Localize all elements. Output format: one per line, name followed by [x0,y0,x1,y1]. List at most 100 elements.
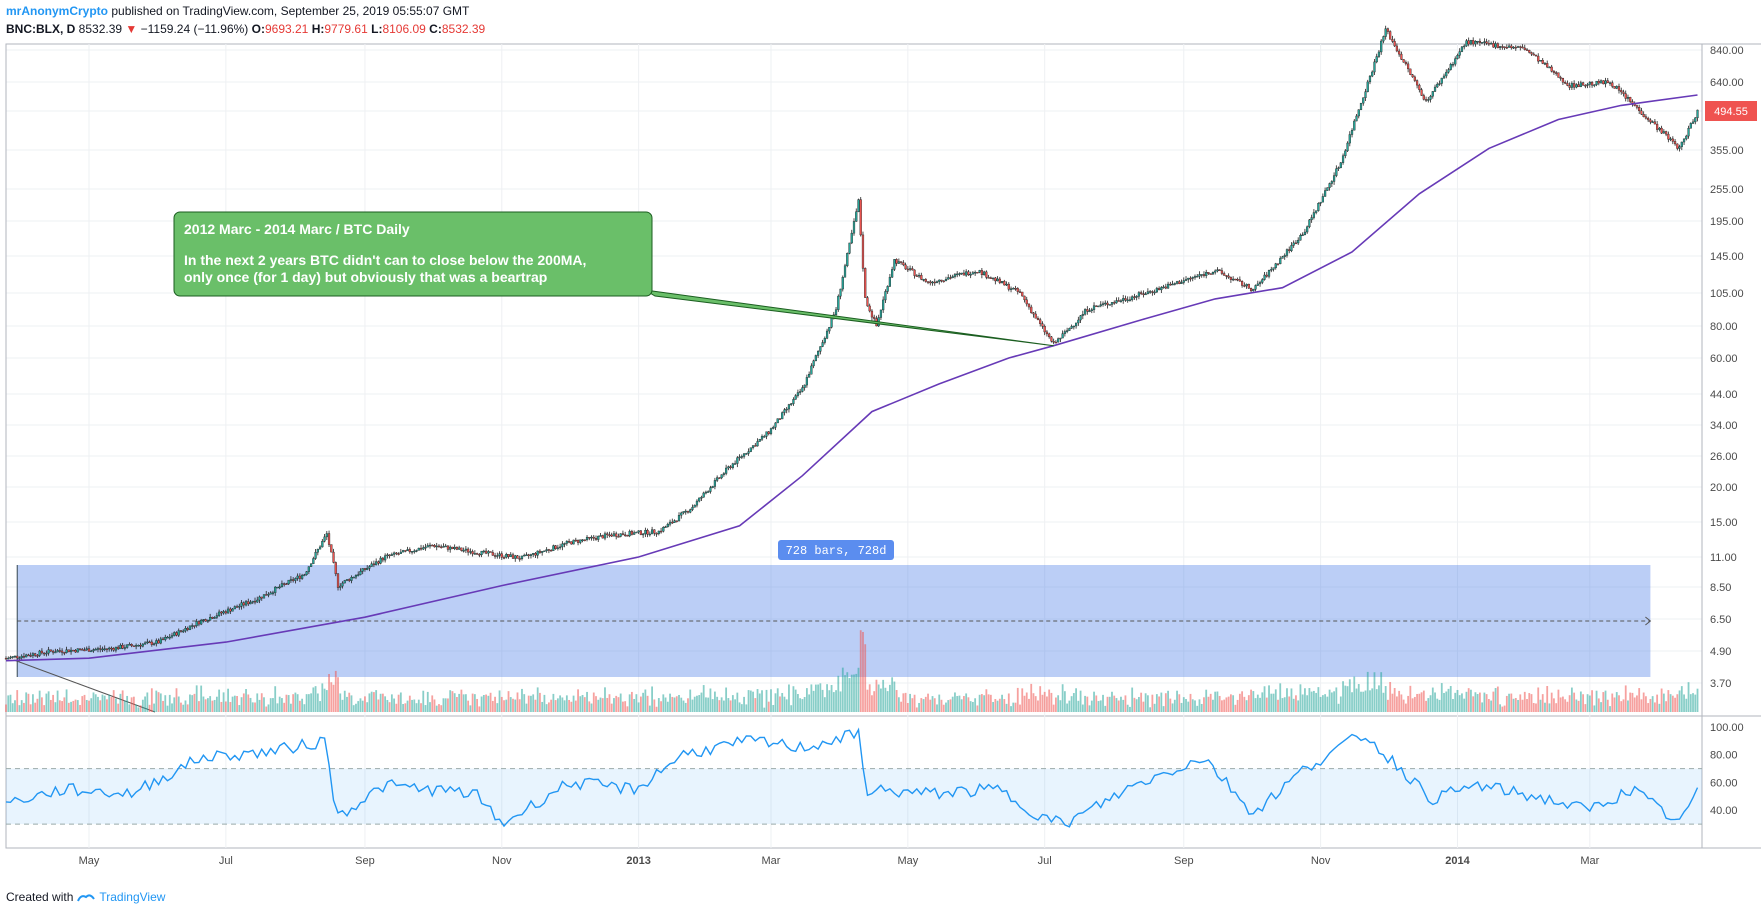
candle-body [608,534,611,537]
volume-bar [1319,696,1322,712]
volume-bar [1304,688,1306,712]
candle-body [175,632,178,636]
candle-body [27,654,30,657]
candle-body [1469,40,1473,45]
volume-bar [619,693,622,712]
volume-bar [1449,686,1452,712]
candle-body [597,535,600,540]
candle-body [211,616,214,619]
candle-body [1106,302,1109,305]
candle-body [1570,83,1573,88]
candle-body [449,546,452,550]
candle-body [624,534,627,536]
candle-body [1611,82,1614,87]
candle-body [1510,45,1513,49]
volume-bar [274,686,277,712]
volume-bar [747,690,750,712]
candle-body [119,644,122,650]
volume-bar [115,698,117,712]
candle-body [1644,116,1648,119]
volume-bar [384,696,387,712]
volume-bar [263,697,265,712]
volume-bar [974,698,977,712]
low-value: 8106.09 [382,22,426,36]
volume-bar [1360,691,1362,712]
volume-bar [1669,694,1672,712]
candle-body [1433,86,1437,92]
author-link[interactable]: mrAnonymCrypto [6,4,109,18]
candle-body [1557,72,1560,78]
volume-bar [411,699,413,712]
volume-bar [1429,695,1432,712]
volume-bar [1395,696,1398,712]
candle-body [958,273,961,275]
volume-bar [830,685,833,712]
volume-bar [1317,687,1320,712]
candle-body [1555,72,1558,74]
symbol-label[interactable]: BNC:BLX, D [6,22,76,36]
volume-bar [379,693,382,712]
volume-bar [444,698,447,712]
volume-bar [1528,693,1531,712]
candle-body [790,403,793,405]
candle-body [202,619,205,621]
candle-body [431,544,434,547]
volume-bar [1281,698,1284,712]
candle-body [626,535,629,537]
tradingview-link[interactable]: TradingView [99,890,166,904]
volume-bar [1146,695,1149,712]
candle-body [195,621,198,626]
volume-bar [1375,689,1378,712]
candle-body [1232,278,1235,281]
candle-body [1573,83,1576,88]
volume-bar [350,695,353,712]
candle-body [419,547,423,550]
volume-bar [850,674,853,712]
callout-pointer [644,289,1054,347]
candle-body [534,553,537,556]
candle-body [1478,40,1482,43]
candle-body [848,242,851,254]
candle-body [1485,41,1488,44]
candle-body [1604,80,1607,85]
volume-bar [583,697,586,712]
volume-bar [902,693,905,712]
volume-bar [1503,705,1506,712]
candle-body [1214,270,1217,273]
candle-body [1678,146,1681,149]
volume-bar [132,696,135,712]
price-axis-label: 105.00 [1710,288,1744,300]
volume-bar [1559,697,1562,712]
candle-body [1330,181,1333,184]
volume-bar [985,689,988,712]
annotation-callout[interactable]: 2012 Marc - 2014 Marc / BTC Daily In the… [173,211,1054,347]
candle-body [1537,55,1540,62]
candle-body [1281,256,1284,259]
volume-bar [783,696,786,712]
candle-body [628,531,631,537]
candle-body [395,552,398,555]
candle-body [924,279,927,282]
candle-body [915,275,918,277]
volume-bar [1037,700,1039,712]
volume-bar [1238,693,1241,712]
volume-bar [1034,696,1037,712]
candle-body [422,547,425,550]
volume-bar [460,689,463,712]
candle-body [828,327,831,332]
volume-bar [1254,698,1257,712]
volume-bar [1404,703,1407,712]
candle-body [218,611,221,616]
candle-body [1638,106,1641,112]
candle-body [442,546,445,548]
volume-bar [779,696,781,712]
high-label: H: [311,22,325,36]
candle-body [693,504,696,508]
candle-body [1382,36,1385,42]
candle-body [289,579,293,581]
volume-bar [839,691,842,712]
candle-body [1027,303,1031,308]
volume-bar [283,702,286,712]
candle-body [233,606,236,610]
